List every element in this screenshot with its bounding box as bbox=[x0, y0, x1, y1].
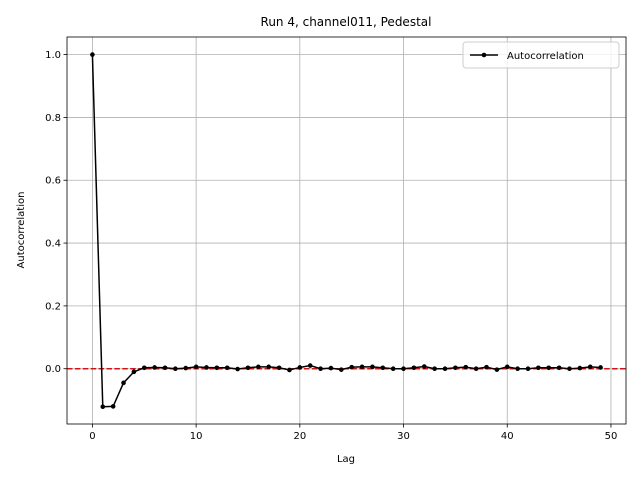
plot-frame bbox=[66, 36, 627, 425]
data-point bbox=[204, 365, 209, 370]
data-point bbox=[567, 366, 572, 372]
y-axis-label: Autocorrelation bbox=[16, 192, 27, 269]
chart-title: Run 4, channel011, Pedestal bbox=[261, 15, 432, 29]
data-point bbox=[515, 366, 520, 372]
data-point bbox=[421, 364, 427, 369]
data-point bbox=[307, 363, 313, 368]
x-tick-label: 10 bbox=[190, 431, 203, 442]
data-point bbox=[453, 365, 458, 371]
data-point bbox=[370, 364, 375, 370]
data-point bbox=[380, 365, 386, 371]
x-axis-label: Lag bbox=[337, 454, 355, 465]
y-tick-label: 0.2 bbox=[45, 301, 61, 312]
y-tick-label: 0.4 bbox=[45, 239, 61, 250]
data-point bbox=[214, 365, 220, 371]
data-point bbox=[90, 52, 95, 57]
legend-label: Autocorrelation bbox=[507, 51, 584, 62]
data-point bbox=[504, 364, 510, 370]
data-point bbox=[131, 369, 137, 375]
data-point bbox=[442, 366, 448, 372]
y-tick-label: 1.0 bbox=[45, 50, 61, 61]
data-point bbox=[162, 365, 168, 371]
data-point bbox=[183, 365, 189, 371]
data-point bbox=[359, 364, 365, 370]
data-point bbox=[349, 364, 354, 370]
data-point bbox=[256, 364, 261, 370]
data-point bbox=[411, 365, 417, 371]
data-point bbox=[173, 366, 178, 372]
data-point bbox=[141, 365, 147, 371]
data-point bbox=[100, 404, 106, 410]
y-tick-label: 0.0 bbox=[45, 364, 61, 375]
data-point bbox=[598, 365, 603, 370]
data-point bbox=[463, 364, 469, 370]
x-tick-label: 30 bbox=[397, 431, 410, 442]
data-point bbox=[546, 365, 552, 371]
data-point bbox=[110, 404, 116, 409]
data-point bbox=[235, 366, 240, 372]
x-tick-label: 40 bbox=[501, 431, 514, 442]
data-point bbox=[224, 365, 230, 371]
data-point bbox=[287, 367, 292, 373]
data-point bbox=[276, 365, 282, 371]
legend-marker bbox=[481, 52, 487, 58]
data-point bbox=[494, 367, 500, 372]
x-tick-label: 0 bbox=[89, 431, 95, 442]
legend-box bbox=[462, 41, 620, 69]
data-point bbox=[432, 366, 437, 372]
y-tick-label: 0.6 bbox=[45, 176, 61, 187]
data-point bbox=[328, 365, 334, 371]
series-line bbox=[91, 54, 601, 408]
data-point bbox=[473, 366, 479, 372]
data-point bbox=[390, 366, 396, 372]
data-point bbox=[484, 364, 489, 370]
data-point bbox=[556, 365, 562, 371]
data-point bbox=[152, 365, 157, 370]
data-point bbox=[297, 365, 303, 370]
data-point bbox=[245, 365, 251, 371]
data-point bbox=[266, 364, 272, 370]
x-tick-label: 50 bbox=[605, 431, 618, 442]
data-point bbox=[525, 366, 531, 372]
data-point bbox=[587, 364, 593, 370]
data-point bbox=[318, 366, 323, 372]
data-point bbox=[339, 367, 344, 372]
y-tick-label: 0.8 bbox=[45, 113, 61, 124]
data-point bbox=[577, 365, 583, 371]
x-tick-label: 20 bbox=[293, 431, 306, 442]
data-point bbox=[193, 364, 199, 370]
data-point bbox=[121, 380, 126, 386]
data-point bbox=[536, 365, 541, 371]
data-point bbox=[401, 366, 406, 372]
